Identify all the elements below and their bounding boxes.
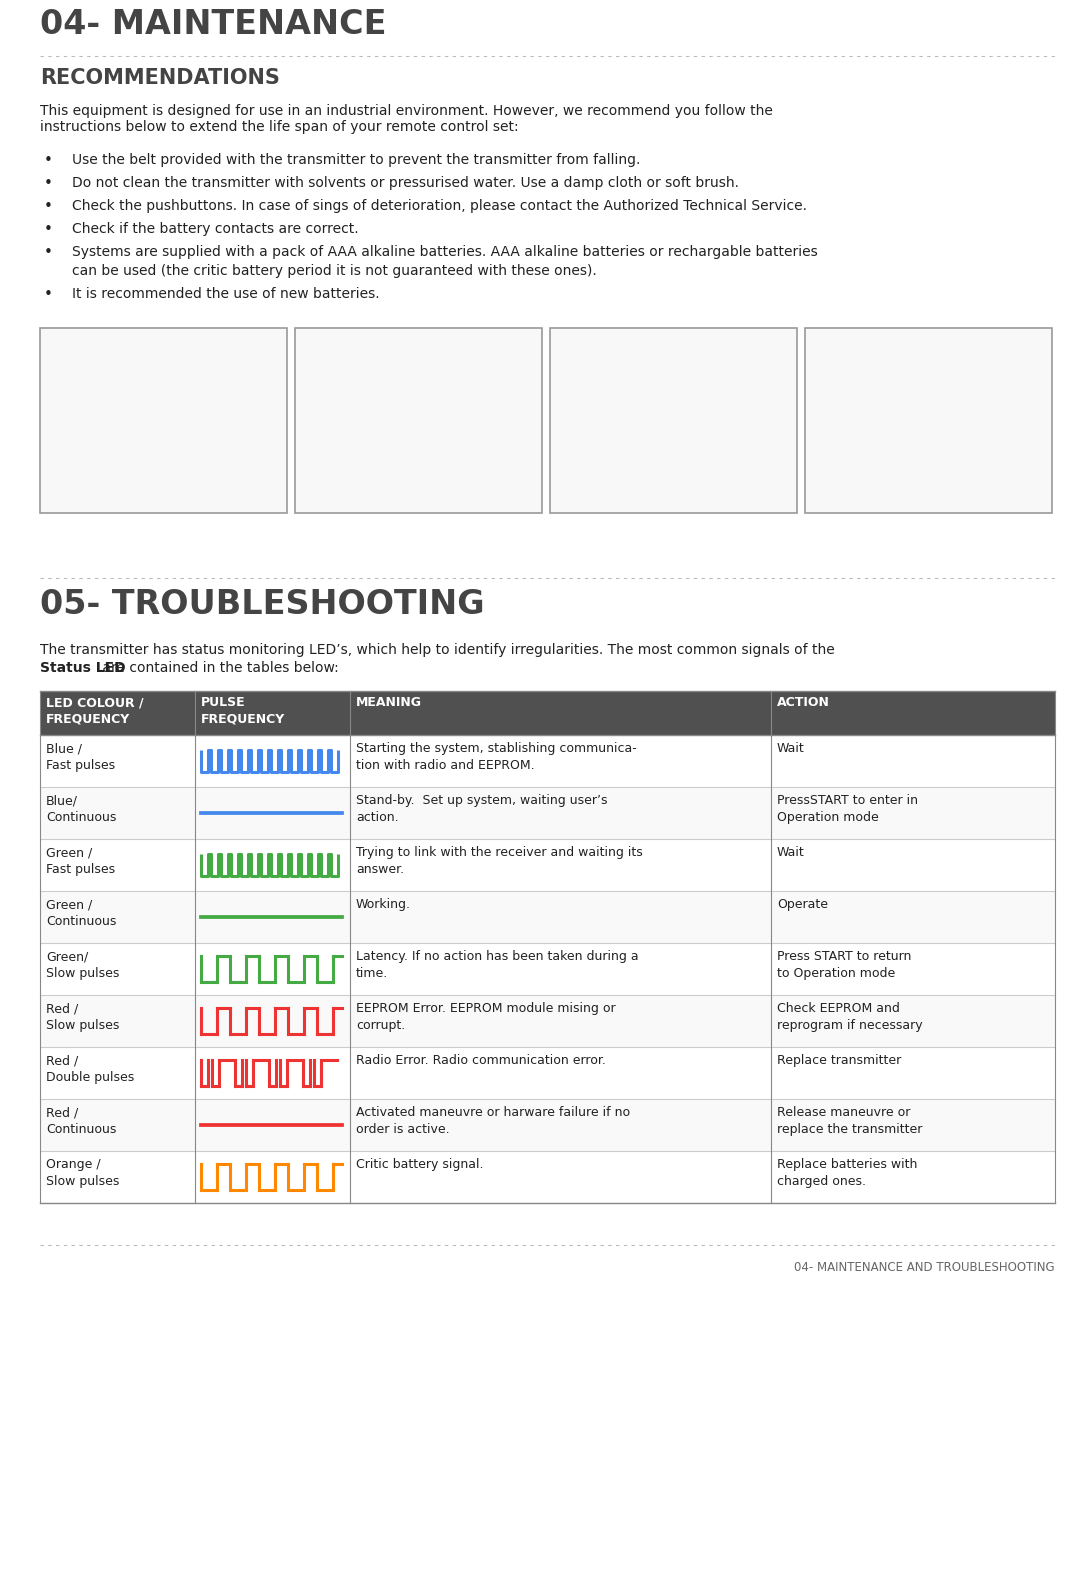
Text: Use the belt provided with the transmitter to prevent the transmitter from falli: Use the belt provided with the transmitt… — [72, 153, 640, 168]
Text: PressSTART to enter in
Operation mode: PressSTART to enter in Operation mode — [778, 794, 918, 824]
Bar — [40, 891, 1055, 943]
Text: Wait: Wait — [778, 846, 805, 859]
Text: Working.: Working. — [356, 899, 411, 911]
Text: Starting the system, stablishing communica-
tion with radio and EEPROM.: Starting the system, stablishing communi… — [356, 742, 637, 772]
Text: PULSE
FREQUENCY: PULSE FREQUENCY — [201, 696, 285, 726]
Text: 04- MAINTENANCE: 04- MAINTENANCE — [40, 8, 387, 41]
Text: EEPROM Error. EEPROM module mising or
corrupt.: EEPROM Error. EEPROM module mising or co… — [356, 1001, 616, 1031]
Text: Release maneuvre or
replace the transmitter: Release maneuvre or replace the transmit… — [778, 1106, 923, 1136]
Text: Check the pushbuttons. In case of sings of deterioration, please contact the Aut: Check the pushbuttons. In case of sings … — [72, 199, 807, 214]
Text: Systems are supplied with a pack of AAA alkaline batteries. AAA alkaline batteri: Systems are supplied with a pack of AAA … — [72, 245, 818, 259]
Text: Stand-by.  Set up system, waiting user’s
action.: Stand-by. Set up system, waiting user’s … — [356, 794, 607, 824]
Text: MEANING: MEANING — [356, 696, 422, 709]
Text: can be used (the critic battery period it is not guaranteed with these ones).: can be used (the critic battery period i… — [72, 264, 596, 278]
Text: are contained in the tables below:: are contained in the tables below: — [98, 661, 339, 676]
Text: RECOMMENDATIONS: RECOMMENDATIONS — [40, 68, 280, 89]
Text: •: • — [44, 199, 52, 214]
Text: Replace transmitter: Replace transmitter — [778, 1054, 901, 1066]
Bar — [40, 691, 1055, 736]
Text: Red /
Slow pulses: Red / Slow pulses — [46, 1001, 119, 1031]
Text: Blue /
Fast pulses: Blue / Fast pulses — [46, 742, 115, 772]
Text: Radio Error. Radio communication error.: Radio Error. Radio communication error. — [356, 1054, 606, 1066]
Text: Check if the battery contacts are correct.: Check if the battery contacts are correc… — [72, 221, 358, 236]
Text: •: • — [44, 286, 52, 302]
Text: Latency. If no action has been taken during a
time.: Latency. If no action has been taken dur… — [356, 951, 639, 979]
Bar — [40, 1152, 1055, 1202]
Text: ACTION: ACTION — [778, 696, 830, 709]
Text: Blue/
Continuous: Blue/ Continuous — [46, 794, 117, 824]
Bar — [40, 838, 1055, 891]
Text: •: • — [44, 245, 52, 259]
Text: Press START to return
to Operation mode: Press START to return to Operation mode — [778, 951, 912, 979]
Text: 04- MAINTENANCE AND TROUBLESHOOTING: 04- MAINTENANCE AND TROUBLESHOOTING — [794, 1261, 1055, 1274]
Text: Status LED: Status LED — [40, 661, 126, 676]
Text: Trying to link with the receiver and waiting its
answer.: Trying to link with the receiver and wai… — [356, 846, 643, 876]
Text: It is recommended the use of new batteries.: It is recommended the use of new batteri… — [72, 286, 380, 301]
Bar — [805, 327, 1052, 513]
Bar — [550, 327, 797, 513]
Text: This equipment is designed for use in an industrial environment. However, we rec: This equipment is designed for use in an… — [40, 104, 773, 119]
Text: •: • — [44, 176, 52, 191]
Text: LED COLOUR /
FREQUENCY: LED COLOUR / FREQUENCY — [46, 696, 144, 726]
Text: Orange /
Slow pulses: Orange / Slow pulses — [46, 1158, 119, 1188]
Text: Green /
Fast pulses: Green / Fast pulses — [46, 846, 115, 876]
Bar — [40, 995, 1055, 1047]
Bar — [40, 327, 287, 513]
Text: Red /
Double pulses: Red / Double pulses — [46, 1054, 134, 1084]
Bar — [295, 327, 542, 513]
Text: Green/
Slow pulses: Green/ Slow pulses — [46, 951, 119, 979]
Text: Check EEPROM and
reprogram if necessary: Check EEPROM and reprogram if necessary — [778, 1001, 923, 1031]
Text: 05- TROUBLESHOOTING: 05- TROUBLESHOOTING — [40, 589, 485, 622]
Text: Wait: Wait — [778, 742, 805, 755]
Text: Critic battery signal.: Critic battery signal. — [356, 1158, 484, 1171]
Text: Operate: Operate — [778, 899, 828, 911]
Bar — [40, 1047, 1055, 1099]
Bar — [40, 786, 1055, 838]
Text: Green /
Continuous: Green / Continuous — [46, 899, 117, 929]
Text: instructions below to extend the life span of your remote control set:: instructions below to extend the life sp… — [40, 120, 519, 134]
Bar — [40, 736, 1055, 786]
Bar — [40, 1099, 1055, 1152]
Text: The transmitter has status monitoring LED’s, which help to identify irregulariti: The transmitter has status monitoring LE… — [40, 642, 834, 657]
Text: Activated maneuvre or harware failure if no
order is active.: Activated maneuvre or harware failure if… — [356, 1106, 630, 1136]
Text: Red /
Continuous: Red / Continuous — [46, 1106, 117, 1136]
Text: Replace batteries with
charged ones.: Replace batteries with charged ones. — [778, 1158, 917, 1188]
Text: Do not clean the transmitter with solvents or pressurised water. Use a damp clot: Do not clean the transmitter with solven… — [72, 176, 739, 190]
Text: •: • — [44, 221, 52, 237]
Text: •: • — [44, 153, 52, 168]
Bar — [40, 943, 1055, 995]
